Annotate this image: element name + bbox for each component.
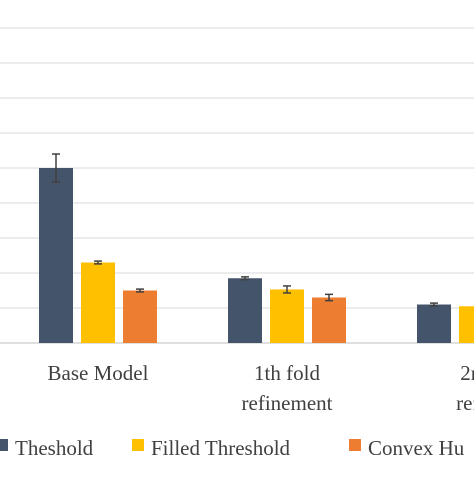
category-label-3-2: refin: [456, 391, 474, 415]
bar-1-2: [228, 278, 262, 343]
legend: Theshold Filled Threshold Convex Hu: [0, 436, 465, 460]
bar-2-3: [459, 306, 474, 343]
legend-label-3: Convex Hu: [368, 436, 465, 460]
category-label-2-1: 1th fold: [254, 361, 320, 385]
legend-swatch-1: [0, 439, 8, 451]
bars: [39, 168, 474, 343]
bar-3-2: [312, 297, 346, 343]
bar-1-1: [39, 168, 73, 343]
bar-2-1: [81, 262, 115, 343]
legend-label-1: Theshold: [15, 436, 94, 460]
legend-label-2: Filled Threshold: [151, 436, 291, 460]
category-label-1-1: Base Model: [48, 361, 149, 385]
bar-1-3: [417, 304, 451, 343]
bar-2-2: [270, 289, 304, 343]
category-labels: Base Model 1th fold refinement 2nd refin: [48, 361, 474, 415]
legend-swatch-2: [132, 439, 144, 451]
legend-swatch-3: [349, 439, 361, 451]
gridlines: [0, 27, 474, 344]
category-label-3-1: 2nd: [460, 361, 474, 385]
error-bars: [52, 153, 438, 307]
category-label-2-2: refinement: [242, 391, 333, 415]
bar-3-1: [123, 290, 157, 343]
